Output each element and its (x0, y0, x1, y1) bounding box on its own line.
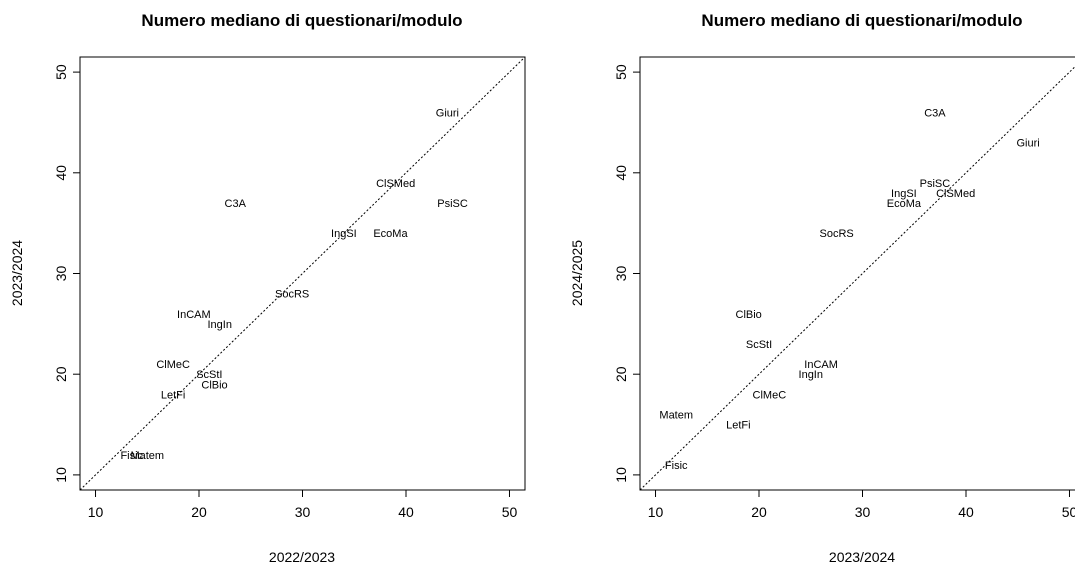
panel-2-point-label: SocRS (820, 228, 854, 240)
panel-1-y-tick-label: 30 (53, 266, 69, 282)
panel-2-point-label: IngIn (799, 369, 823, 381)
panel-1-y-axis-label: 2023/2024 (9, 240, 25, 306)
panel-2-point-label: LetFi (726, 420, 750, 432)
panel-2-y-tick-label: 30 (613, 266, 629, 282)
panel-1-x-axis-label: 2022/2023 (269, 549, 335, 565)
panel-1-point-label: SocRS (275, 289, 309, 301)
panel-1-point-label: IngSI (331, 228, 357, 240)
panel-2-point-label: ClBio (736, 309, 762, 321)
panel-1-point-label: ScStI (196, 369, 222, 381)
panel-2-y-tick-label: 50 (613, 64, 629, 80)
panel-1: Numero mediano di questionari/modulo 202… (9, 11, 526, 565)
panel-1-title: Numero mediano di questionari/modulo (141, 11, 462, 30)
panel-1-point-label: LetFi (161, 389, 185, 401)
panel-2-x-tick-label: 50 (1062, 504, 1075, 520)
panel-2-x-tick-label: 20 (751, 504, 767, 520)
panel-1-x-tick-label: 10 (88, 504, 104, 520)
panel-1-y-tick-label: 20 (53, 366, 69, 382)
panel-2-point-label: InCAM (804, 359, 838, 371)
panel-1-point-label: ClMeC (156, 359, 190, 371)
panel-1-y-tick-label: 40 (53, 165, 69, 181)
panel-2-reference-line (640, 66, 1075, 490)
panel-1-x-tick-label: 30 (295, 504, 311, 520)
panel-1-marks: 10 20 30 40 50 10 20 30 40 50 Giuri ClSMed PsiSC C3A I… (53, 57, 525, 520)
panel-2-point-label: ScStI (746, 339, 772, 351)
panel-1-point-label: InCAM (177, 309, 211, 321)
panel-2-y-tick-label: 20 (613, 366, 629, 382)
panel-1-y-tick-label: 10 (53, 467, 69, 483)
panel-1-point-label: IngIn (207, 319, 231, 331)
panel-1-point-label: EcoMa (373, 228, 408, 240)
panel-2-point-label: ClMeC (753, 389, 787, 401)
panel-2-plot-frame (639, 56, 1075, 491)
panel-2-point-label: Matem (659, 409, 693, 421)
panel-2-point-label: Fisic (665, 460, 688, 472)
panel-1-x-tick-label: 40 (398, 504, 414, 520)
panel-2-title: Numero mediano di questionari/modulo (701, 11, 1022, 30)
panel-1-point-label: PsiSC (437, 198, 468, 210)
panel-2-point-label: Giuri (1016, 138, 1039, 150)
panel-2-y-axis-label: 2024/2025 (569, 240, 585, 306)
panel-1-point-label: ClBio (201, 379, 227, 391)
panel-2-point-label: EcoMa (887, 198, 922, 210)
panel-1-point-label: Giuri (436, 107, 459, 119)
panel-2-point-label: PsiSC (920, 178, 951, 190)
panel-2-x-tick-label: 10 (648, 504, 664, 520)
panel-2-point-label: IngSI (891, 188, 917, 200)
panel-2-x-tick-label: 30 (855, 504, 871, 520)
panel-2-y-tick-label: 10 (613, 467, 629, 483)
panel-1-y-tick-label: 50 (53, 64, 69, 80)
panel-2-x-axis-label: 2023/2024 (829, 549, 895, 565)
panel-1-reference-line (80, 57, 525, 490)
panel-1-x-tick-label: 50 (502, 504, 518, 520)
panel-1-x-tick-label: 20 (191, 504, 207, 520)
panel-2-x-tick-label: 40 (958, 504, 974, 520)
panel-1-point-label: C3A (225, 198, 247, 210)
panel-1-point-label: ClSMed (376, 178, 415, 190)
panel-1-point-label: Fisic (120, 450, 143, 462)
panel-2-point-label: C3A (924, 107, 946, 119)
panel-2-y-tick-label: 40 (613, 165, 629, 181)
panel-2-point-label: ClSMed (936, 188, 975, 200)
panel-2: Numero mediano di questionari/modulo 202… (569, 11, 1075, 565)
panel-1-point-label: Matem (130, 450, 164, 462)
